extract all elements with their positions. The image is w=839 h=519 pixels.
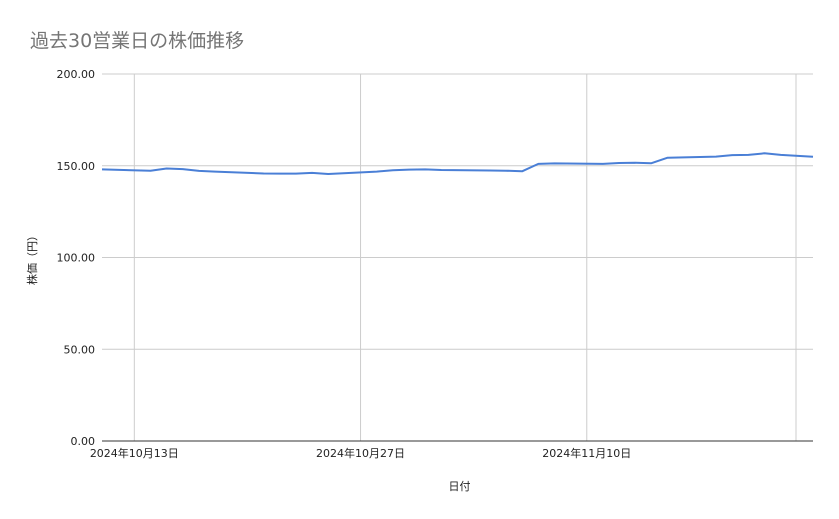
y-tick-label: 100.00 — [57, 252, 96, 265]
price-series-line — [101, 152, 814, 175]
grid-layer — [102, 73, 813, 441]
x-tick-label: 2024年10月27日 — [316, 446, 405, 460]
y-axis-title: 株価（円） — [25, 230, 39, 285]
chart-title: 過去30営業日の株価推移 — [30, 30, 245, 52]
y-tick-label: 50.00 — [64, 343, 96, 356]
axis-layer: 0.00 50.00 100.00 150.00 200.00 2024年10月13日 20… — [57, 68, 813, 460]
x-tick-label: 2024年10月13日 — [90, 446, 179, 460]
x-tick-label: 2024年11月10日 — [542, 446, 631, 460]
series-layer — [101, 152, 814, 175]
x-axis-title: 日付 — [449, 480, 471, 493]
y-tick-label: 200.00 — [57, 68, 96, 81]
y-tick-label: 150.00 — [57, 160, 96, 173]
y-tick-label: 0.00 — [71, 435, 96, 448]
